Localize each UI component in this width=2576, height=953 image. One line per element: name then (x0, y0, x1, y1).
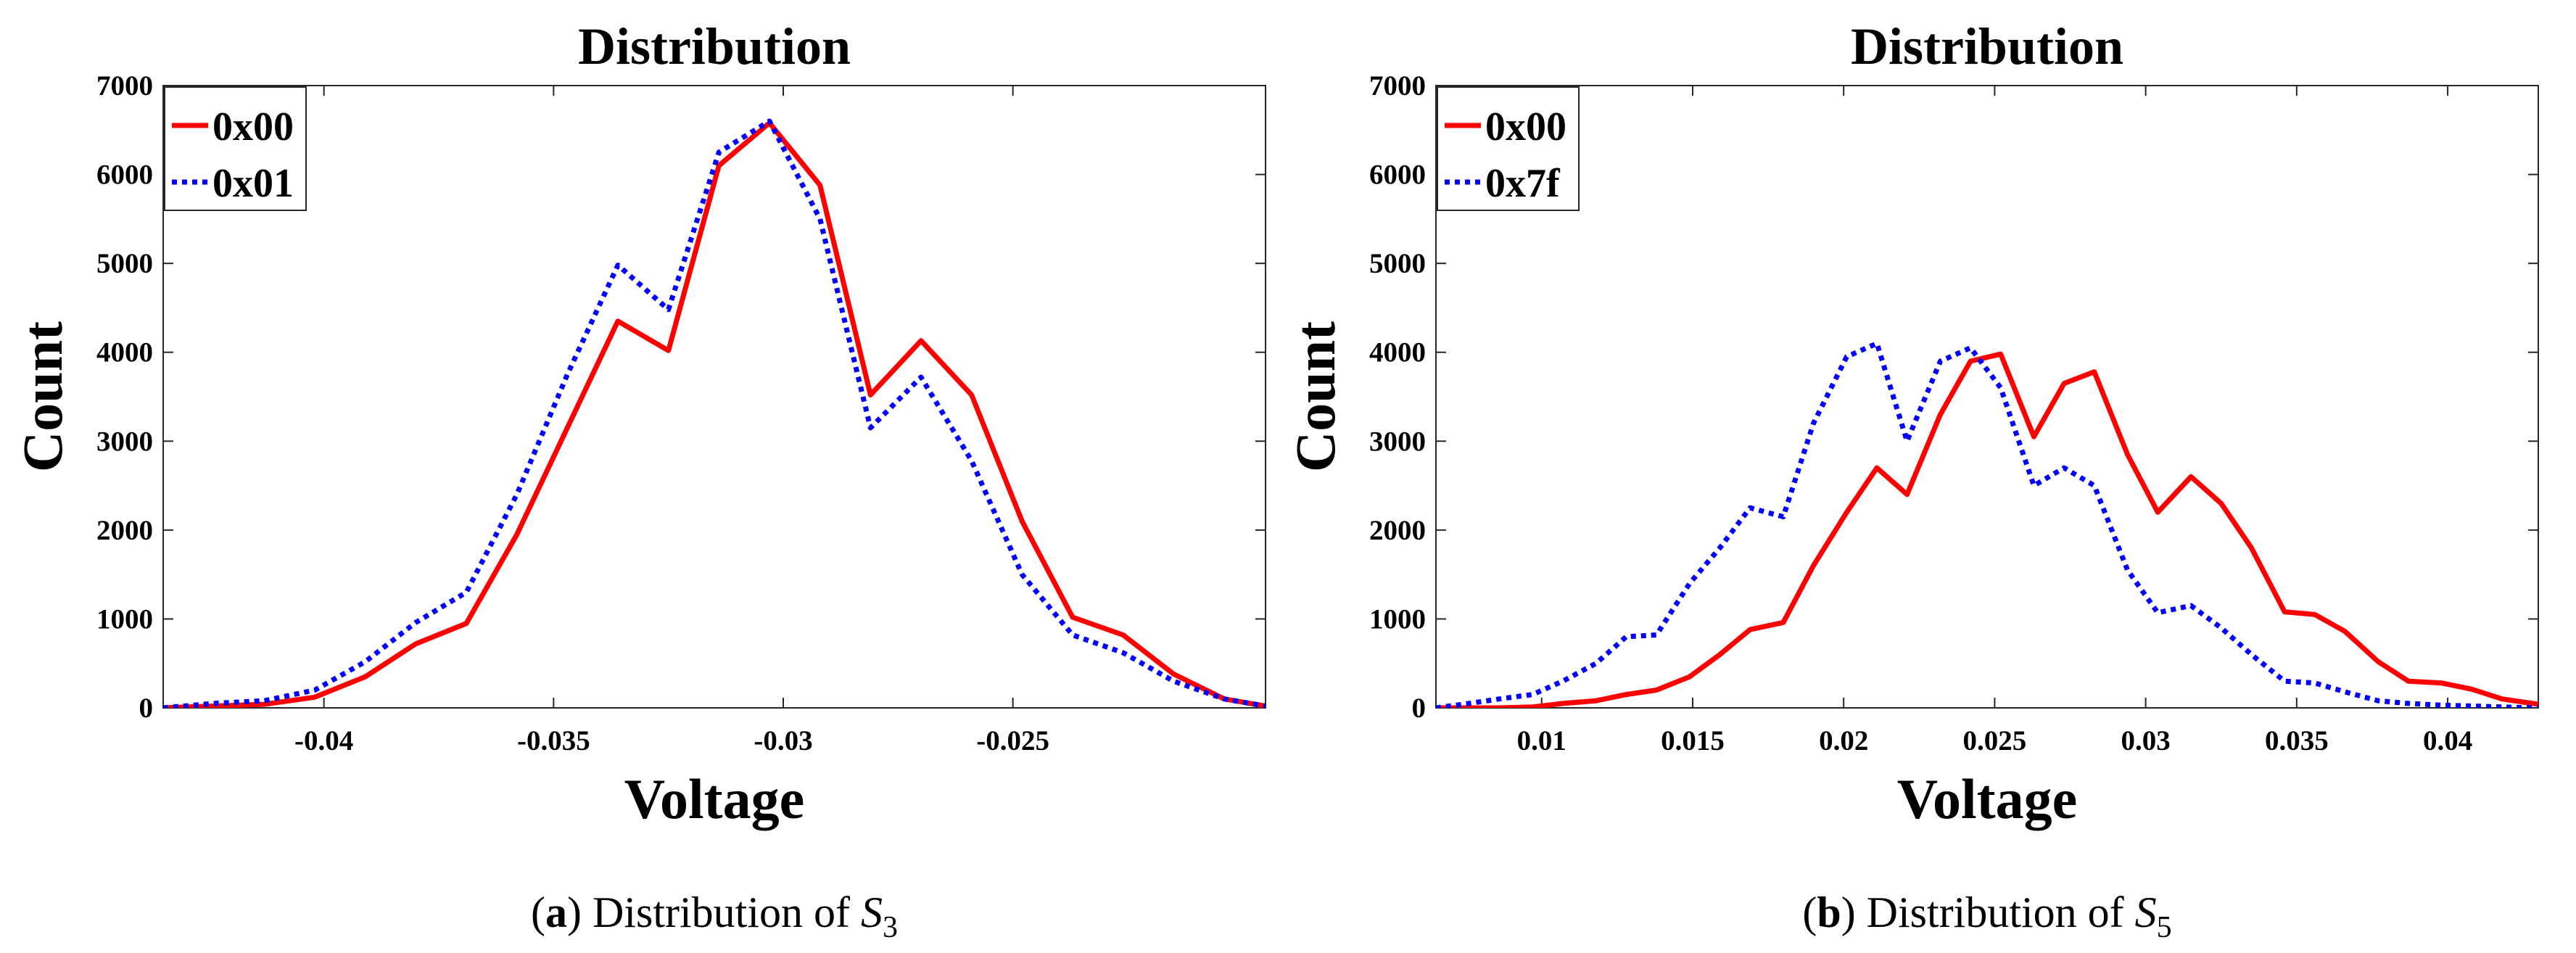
legend: 0x00 0x7f (1437, 86, 1580, 211)
y-tick-label: 4000 (1369, 337, 1426, 368)
y-tick-label: 2000 (96, 515, 153, 546)
y-tick-label: 7000 (1369, 70, 1426, 102)
x-tick-label: -0.035 (517, 725, 590, 756)
legend-box (164, 86, 307, 211)
y-tick-label: 5000 (96, 248, 153, 279)
x-axis-title: Voltage (624, 767, 804, 830)
x-tick-label: 0.01 (1517, 725, 1566, 756)
y-tick-label: 0 (1412, 693, 1427, 724)
legend-label: 0x01 (212, 161, 294, 206)
x-tick-label: 0.03 (2121, 725, 2171, 756)
legend-label: 0x00 (212, 104, 294, 149)
x-tick-label: 0.02 (1819, 725, 1868, 756)
caption-paren-close: ) (567, 888, 593, 936)
y-tick-label: 2000 (1369, 515, 1426, 546)
x-tick-label: -0.025 (976, 725, 1049, 756)
x-tick-label: -0.03 (754, 725, 812, 756)
y-tick-label: 1000 (96, 603, 153, 635)
legend-label: 0x7f (1485, 161, 1561, 206)
y-tick-label: 3000 (96, 426, 153, 457)
caption-subscript: 5 (2157, 911, 2172, 944)
series-line-0x7f (1436, 341, 2538, 708)
x-tick-label: -0.04 (294, 725, 353, 756)
legend: 0x00 0x01 (164, 86, 307, 211)
legend-label: 0x00 (1485, 104, 1566, 149)
caption-symbol: S (2135, 888, 2157, 936)
chart-title: Distribution (578, 17, 851, 75)
x-axis-title: Voltage (1897, 767, 2077, 830)
y-tick-label: 3000 (1369, 426, 1426, 457)
caption-paren-open: ( (1802, 888, 1817, 936)
x-tick-label: 0.015 (1661, 725, 1725, 756)
y-axis-title: Count (1284, 321, 1347, 472)
x-tick-label: 0.035 (2265, 725, 2329, 756)
chart-a: 0 1000 2000 3000 4000 5000 6000 7000 -0.04 -0.035… (11, 17, 1266, 944)
caption-subscript: 3 (883, 911, 898, 944)
caption-label: b (1817, 888, 1841, 936)
series-line-0x00 (1436, 351, 2538, 708)
caption: (a) Distribution of S3 (531, 888, 898, 944)
caption-space (850, 888, 861, 936)
y-tick-label: 1000 (1369, 603, 1426, 635)
y-tick-label: 6000 (1369, 160, 1426, 191)
y-tick-label: 6000 (96, 160, 153, 191)
y-tick-label: 7000 (96, 70, 153, 102)
caption: (b) Distribution of S5 (1802, 888, 2171, 944)
caption-label: a (545, 888, 567, 936)
legend-box (1437, 86, 1580, 211)
y-tick-label: 5000 (1369, 248, 1426, 279)
series-line-0x01 (163, 118, 1266, 708)
caption-paren-close: ) (1841, 888, 1867, 936)
chart-b: 0 1000 2000 3000 4000 5000 6000 7000 0.01 0.015 0.… (1284, 17, 2539, 944)
y-axis-title: Count (11, 321, 74, 472)
caption-text-body: Distribution of (593, 888, 850, 936)
caption-symbol: S (861, 888, 883, 936)
caption-paren-open: ( (531, 888, 545, 936)
chart-title: Distribution (1851, 17, 2123, 75)
y-tick-label: 0 (139, 693, 154, 724)
x-tick-label: 0.04 (2423, 725, 2472, 756)
caption-space (2124, 888, 2135, 936)
caption-text-body: Distribution of (1867, 888, 2124, 936)
series-line-0x00 (163, 120, 1266, 708)
y-tick-label: 4000 (96, 337, 153, 368)
plot-area (1435, 85, 2539, 709)
x-tick-label: 0.025 (1963, 725, 2027, 756)
